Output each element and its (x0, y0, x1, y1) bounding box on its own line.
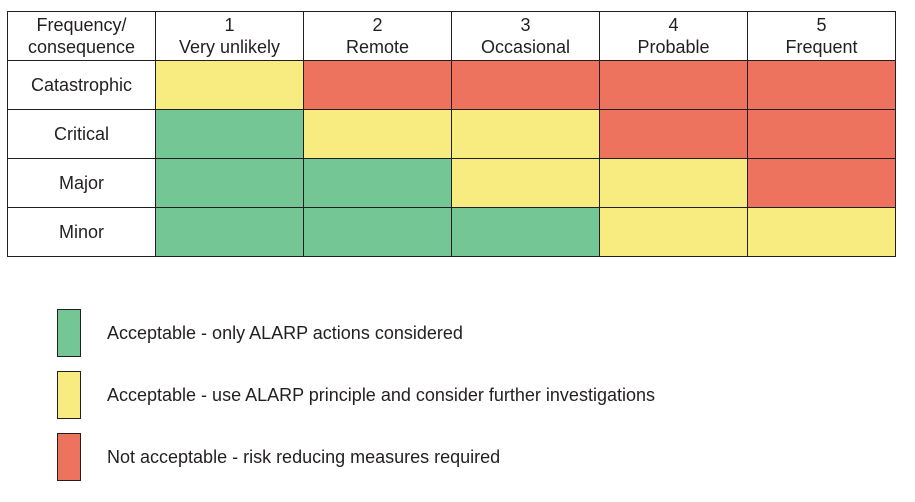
consequence-row: Major (7, 158, 896, 208)
corner-header-line1: Frequency/ (36, 15, 127, 35)
risk-cell (747, 158, 896, 208)
legend-text: Not acceptable - risk reducing measures … (107, 447, 501, 467)
header-row: Frequency/ consequence 1 Very unlikely 2… (7, 11, 896, 61)
risk-cell (303, 109, 452, 159)
risk-cell (303, 158, 452, 208)
column-number: 4 (668, 15, 679, 35)
column-label: Frequent (785, 37, 858, 57)
legend-item: Acceptable - only ALARP actions consider… (57, 307, 897, 359)
column-number: 2 (372, 15, 383, 35)
risk-cell (599, 60, 748, 110)
legend-item: Not acceptable - risk reducing measures … (57, 431, 897, 483)
column-number: 1 (224, 15, 235, 35)
risk-cell (451, 207, 600, 257)
column-header: 3 Occasional (451, 11, 600, 61)
risk-cell (599, 207, 748, 257)
legend-text: Acceptable - only ALARP actions consider… (107, 323, 463, 343)
column-label: Very unlikely (178, 37, 281, 57)
column-header: 4 Probable (599, 11, 748, 61)
risk-cell (747, 207, 896, 257)
risk-cell (155, 158, 304, 208)
column-header: 1 Very unlikely (155, 11, 304, 61)
consequence-row: Critical (7, 109, 896, 159)
column-header: 5 Frequent (747, 11, 896, 61)
risk-cell (303, 207, 452, 257)
risk-cell (451, 60, 600, 110)
risk-cell (599, 158, 748, 208)
consequence-row: Minor (7, 207, 896, 257)
legend: Acceptable - only ALARP actions consider… (57, 307, 897, 493)
legend-swatch (57, 433, 81, 481)
risk-cell (155, 207, 304, 257)
risk-cell (599, 109, 748, 159)
risk-cell (747, 109, 896, 159)
column-label: Probable (637, 37, 710, 57)
row-label: Catastrophic (7, 60, 156, 110)
corner-header-line2: consequence (27, 37, 136, 57)
legend-swatch (57, 371, 81, 419)
legend-text: Acceptable - use ALARP principle and con… (107, 385, 655, 405)
risk-cell (451, 109, 600, 159)
risk-matrix: Frequency/ consequence 1 Very unlikely 2… (7, 11, 896, 257)
risk-cell (747, 60, 896, 110)
row-label: Critical (7, 109, 156, 159)
legend-item: Acceptable - use ALARP principle and con… (57, 369, 897, 421)
consequence-row: Catastrophic (7, 60, 896, 110)
risk-cell (155, 109, 304, 159)
legend-swatch (57, 309, 81, 357)
risk-cell (155, 60, 304, 110)
column-label: Occasional (480, 37, 571, 57)
corner-header: Frequency/ consequence (7, 11, 156, 61)
column-header: 2 Remote (303, 11, 452, 61)
column-label: Remote (345, 37, 410, 57)
column-number: 5 (816, 15, 827, 35)
row-label: Major (7, 158, 156, 208)
column-number: 3 (520, 15, 531, 35)
row-label: Minor (7, 207, 156, 257)
risk-cell (451, 158, 600, 208)
risk-cell (303, 60, 452, 110)
